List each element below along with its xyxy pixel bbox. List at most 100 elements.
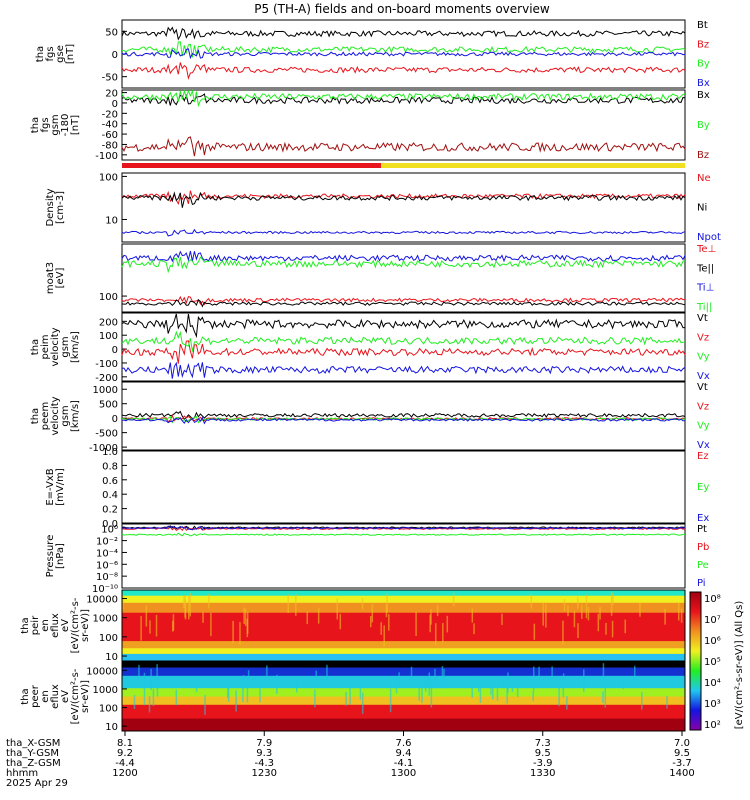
spectrogram-texture bbox=[599, 607, 601, 620]
y-axis-label: gsm bbox=[60, 336, 71, 357]
spectrogram-texture bbox=[530, 594, 533, 609]
spectrogram-texture bbox=[622, 678, 625, 689]
spectrogram-texture bbox=[428, 672, 430, 696]
spectrogram-texture bbox=[587, 606, 590, 621]
legend-entry: Npot bbox=[697, 232, 721, 243]
series-line-Vt bbox=[121, 410, 686, 421]
x-row-label: tha_Y-GSM bbox=[6, 748, 59, 759]
panel-fgs_gse: tha fgs gse [nT] 50 0 -50 Bt Bz By Bx bbox=[35, 19, 710, 89]
spectrogram-texture bbox=[477, 676, 480, 692]
panel-peer: tha peer en eflux eV [eV/(cm²-s-sr-eV)] 10000 1… bbox=[20, 661, 686, 733]
spectrogram-texture bbox=[435, 676, 438, 689]
spectrogram-texture bbox=[680, 608, 683, 623]
series-line-Vt bbox=[121, 313, 686, 339]
panel-frame bbox=[121, 243, 686, 313]
x-row-value: 7.9 bbox=[256, 738, 272, 749]
x-row-value: -4.1 bbox=[394, 758, 414, 769]
panel-fgs_gsm: tha fgs gsm -180 [nT] 200-20-40-60-80-100 Bx By… bbox=[30, 89, 710, 162]
spectrogram-texture bbox=[149, 620, 151, 634]
y-axis-label: eflux bbox=[50, 613, 61, 638]
y-axis-label: peim bbox=[40, 334, 51, 359]
x-row-value: 1200 bbox=[112, 768, 137, 779]
y-tick-label: 100 bbox=[99, 172, 118, 183]
legend-entry: Vy bbox=[697, 421, 710, 432]
y-axis-label: [cm-3] bbox=[55, 191, 66, 224]
spectrogram-texture bbox=[473, 623, 475, 635]
spectrogram-texture bbox=[418, 684, 420, 701]
legend-entry: Vz bbox=[697, 401, 709, 412]
y-tick-label: 0 bbox=[112, 345, 118, 356]
series-line-Vx bbox=[121, 361, 686, 379]
spectrogram-texture bbox=[349, 683, 351, 705]
series-line-Te|| bbox=[121, 298, 686, 308]
spectrogram-texture bbox=[239, 622, 241, 645]
spectrogram-texture bbox=[150, 668, 152, 691]
y-axis-label: tha bbox=[30, 408, 41, 424]
colorbar-rect bbox=[689, 591, 702, 731]
spectrogram-band bbox=[122, 696, 685, 706]
spectrogram-texture bbox=[562, 673, 565, 689]
y-axis-label: [eV] bbox=[55, 268, 66, 289]
series-line-Pi bbox=[121, 525, 686, 531]
spectrogram-texture bbox=[436, 604, 439, 617]
series-line-Vx bbox=[121, 416, 686, 425]
y-tick-label: 0 bbox=[112, 99, 118, 110]
spectrogram-texture bbox=[471, 608, 474, 623]
y-axis-label: gse bbox=[55, 45, 66, 63]
y-axis-label: [eV/(cm²-s- bbox=[70, 597, 81, 653]
spectrogram-texture bbox=[315, 670, 317, 684]
spectrogram-texture bbox=[314, 689, 316, 708]
y-tick-label: -500 bbox=[95, 429, 118, 440]
legend-entry: Vz bbox=[697, 332, 709, 343]
mode-bar-yellow bbox=[380, 163, 685, 168]
spectrogram-band bbox=[122, 688, 685, 697]
spectrogram-band bbox=[122, 662, 685, 669]
legend-entry: Ti⊥ bbox=[696, 283, 714, 294]
x-row-value: 1330 bbox=[530, 768, 555, 779]
spectrogram-texture bbox=[175, 689, 178, 706]
spectrogram-texture bbox=[532, 666, 535, 691]
x-row-value: 9.5 bbox=[535, 748, 551, 759]
series-line-Ti|| bbox=[121, 256, 686, 274]
spectrogram-texture bbox=[452, 592, 455, 607]
y-axis-label: peem bbox=[40, 402, 51, 430]
y-axis-label: velocity bbox=[50, 396, 61, 435]
mode-bar-red bbox=[122, 163, 381, 168]
series-line-Vz bbox=[121, 340, 686, 364]
spectrogram-texture bbox=[583, 669, 585, 692]
x-row-value: 9.3 bbox=[256, 748, 272, 759]
y-tick-label: 0 bbox=[112, 414, 118, 425]
colorbar-tick-label: 10⁵ bbox=[704, 657, 721, 668]
series-line-Ni bbox=[121, 191, 686, 208]
x-row-value: 1400 bbox=[669, 768, 694, 779]
legend-entry: Ti|| bbox=[696, 302, 712, 313]
spectrogram-texture bbox=[208, 594, 210, 609]
spectrogram-texture bbox=[133, 695, 136, 710]
legend-entry: Vt bbox=[697, 313, 708, 324]
spectrogram-texture bbox=[145, 605, 148, 627]
spectrogram-texture bbox=[172, 614, 175, 631]
series-line-Te⊥ bbox=[121, 295, 686, 306]
y-tick-label: 0.4 bbox=[102, 490, 118, 501]
spectrogram-texture bbox=[612, 593, 614, 606]
spectrogram-texture bbox=[266, 665, 268, 680]
y-axis-label: eV bbox=[60, 690, 71, 703]
spectrogram-texture bbox=[195, 680, 198, 692]
y-axis-label: peir bbox=[30, 615, 41, 635]
spectrogram-band bbox=[122, 667, 685, 677]
legend-entry: Ni bbox=[697, 203, 707, 214]
legend-entry: By bbox=[697, 59, 710, 70]
legend-entry: Ex bbox=[697, 513, 709, 524]
spectrogram-texture bbox=[370, 616, 372, 628]
spectrogram-texture bbox=[573, 611, 576, 628]
panel-peim_vel: tha peim velocity gsm [km/s] 200 100 0 -100 -200 V… bbox=[30, 312, 710, 384]
spectrogram-texture bbox=[507, 672, 509, 693]
y-tick-label: 0 bbox=[112, 50, 118, 61]
spectrogram-texture bbox=[243, 607, 245, 624]
spectrogram-texture bbox=[435, 623, 437, 646]
spectrogram-texture bbox=[434, 668, 436, 684]
spectrogram-texture bbox=[666, 695, 668, 709]
spectrogram-texture bbox=[232, 620, 234, 644]
spectrogram-texture bbox=[143, 688, 146, 706]
